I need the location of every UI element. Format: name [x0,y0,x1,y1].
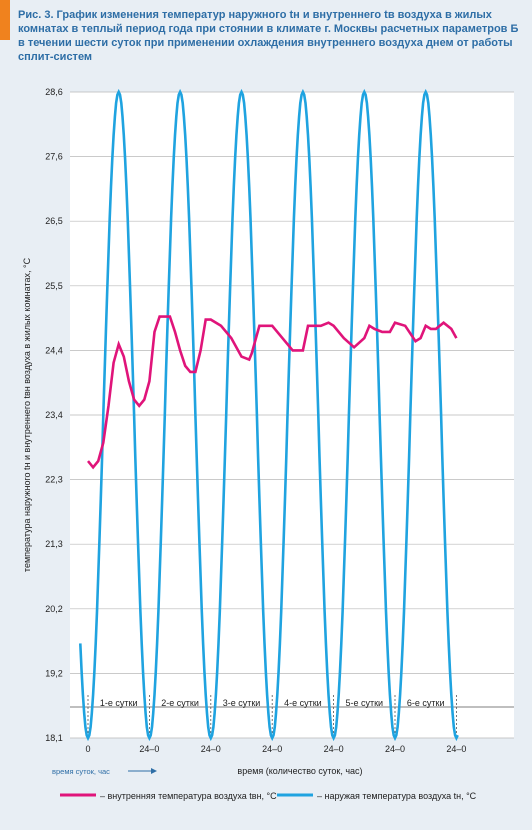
x-tick-labels: 0 24–0 24–0 24–0 24–0 24–0 24–0 [85,744,466,754]
y-tick-label: 22,3 [45,475,63,485]
indoor-temp-line [86,315,458,470]
y-tick-label: 23,4 [45,410,63,420]
y-tick-label: 24,4 [45,345,63,355]
day-labels: 1-е сутки 2-е сутки 3-е сутки 4-е сутки 5-е … [100,698,445,708]
accent-bar [0,0,10,40]
y-tick-label: 25,5 [45,281,63,291]
y-tick-label: 18,1 [45,733,63,743]
x-tick-label: 24–0 [201,744,221,754]
x-tick-label: 24–0 [262,744,282,754]
y-tick-label: 21,3 [45,539,63,549]
y-tick-label: 26,5 [45,216,63,226]
legend-indoor-label: – внутренняя температура воздуха tвн, °C [100,791,277,801]
y-tick-label: 28,6 [45,87,63,97]
x-tick-label: 24–0 [324,744,344,754]
x-tick-label: 24–0 [446,744,466,754]
y-tick-labels: 28,6 27,6 26,5 25,5 24,4 23,4 22,3 21,3 20,2 19,2… [45,87,63,743]
x-small-label: время суток, час [52,767,110,776]
y-tick-label: 20,2 [45,604,63,614]
day-label: 6-е сутки [407,698,445,708]
figure-title: Рис. 3. График изменения температур нару… [18,9,519,63]
legend: – внутренняя температура воздуха tвн, °C… [60,791,477,801]
y-axis-label: температура наружного tн и внутреннего t… [22,257,32,572]
day-label: 1-е сутки [100,698,138,708]
day-label: 3-е сутки [223,698,261,708]
day-label: 2-е сутки [161,698,199,708]
x-tick-label: 0 [85,744,90,754]
legend-outdoor-label: – наружая температура воздуха tн, °C [317,791,477,801]
outdoor-temp-line [79,88,459,742]
y-tick-label: 27,6 [45,152,63,162]
x-tick-label: 24–0 [385,744,405,754]
x-small-arrowhead [151,768,157,774]
day-label: 5-е сутки [345,698,383,708]
x-tick-label: 24–0 [139,744,159,754]
x-axis-label: время (количество суток, час) [237,766,362,776]
y-tick-label: 19,2 [45,668,63,678]
day-label: 4-е сутки [284,698,322,708]
